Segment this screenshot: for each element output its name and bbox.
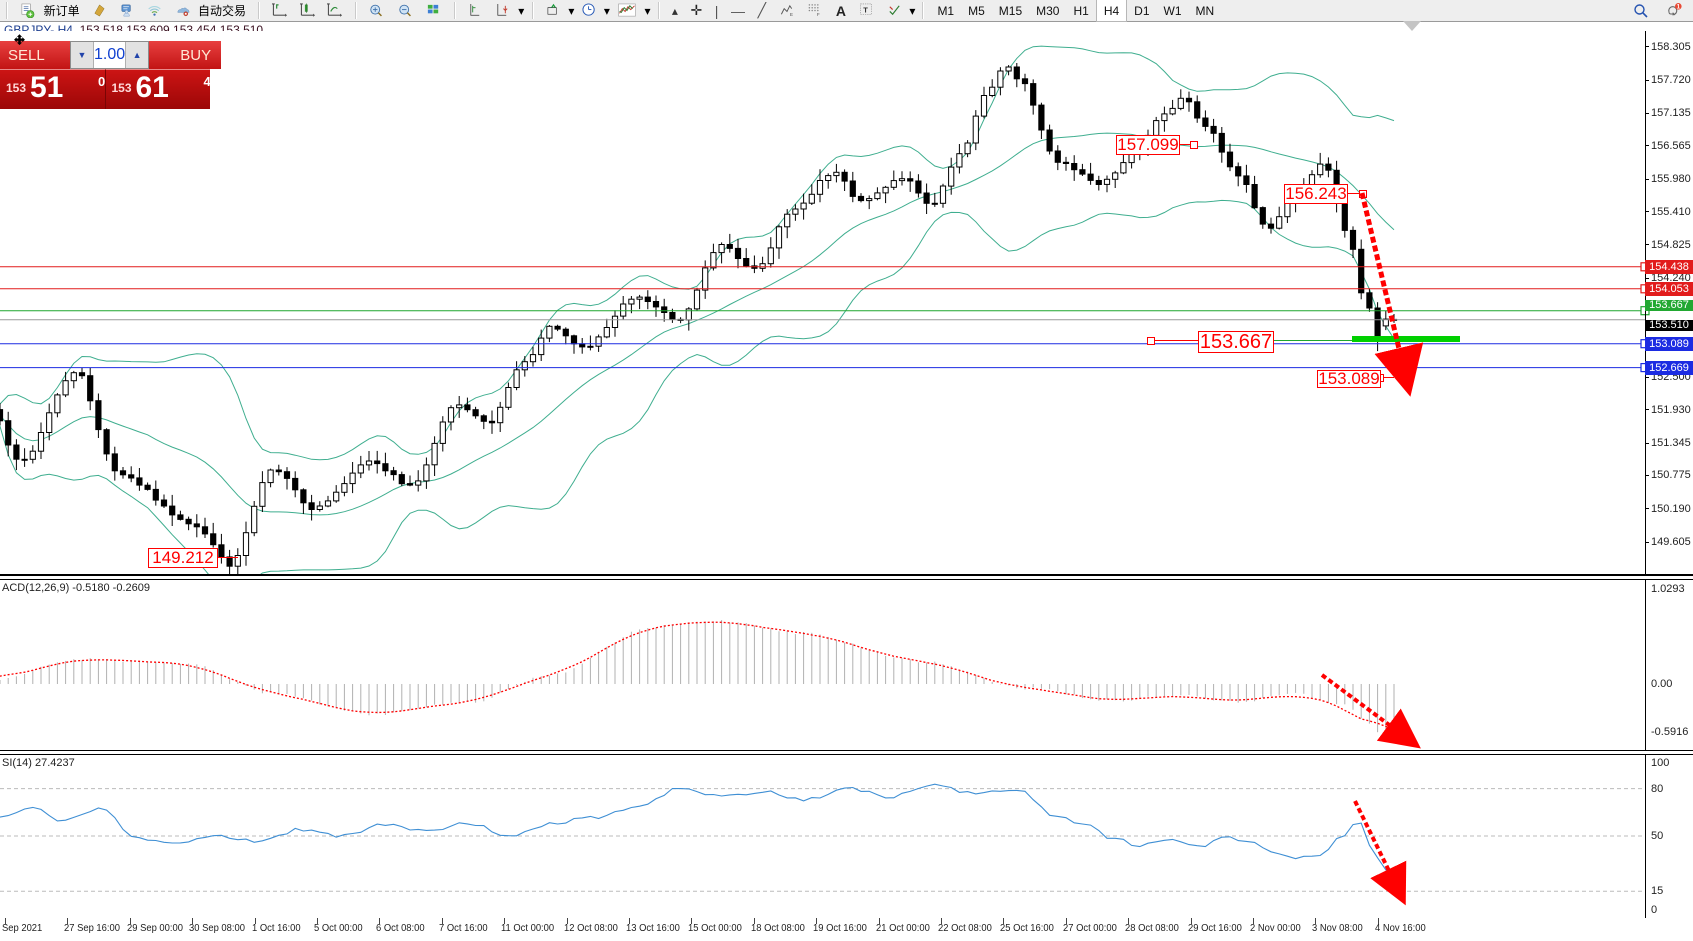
svg-text:T: T <box>863 5 868 14</box>
svg-text:F: F <box>817 12 820 17</box>
svg-text:E: E <box>789 12 792 17</box>
